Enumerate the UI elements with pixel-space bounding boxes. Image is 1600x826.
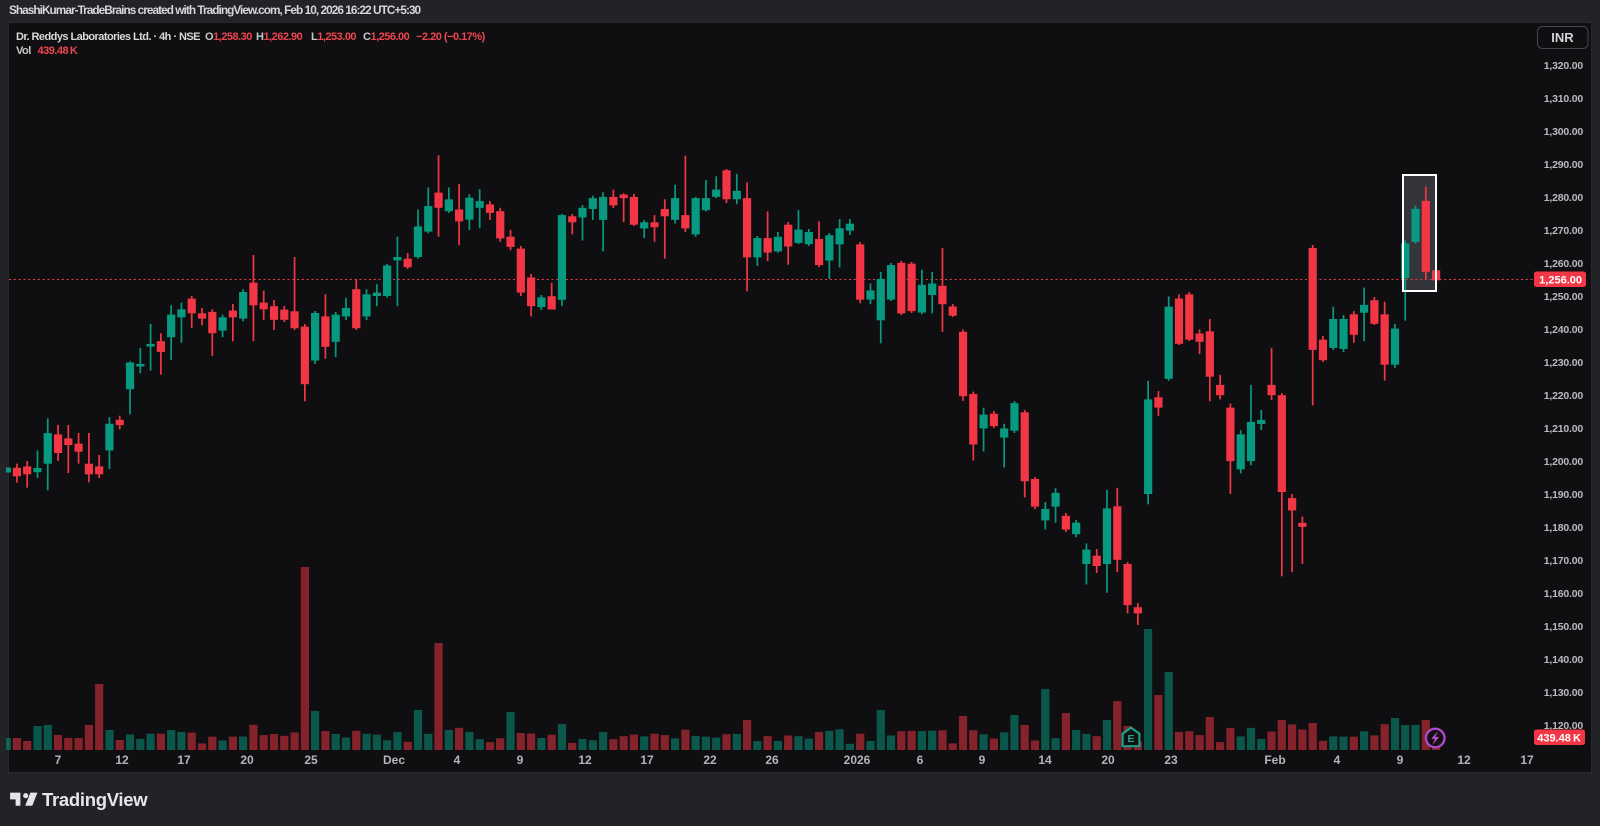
svg-text:INR: INR <box>1551 30 1574 45</box>
svg-text:9: 9 <box>979 753 986 767</box>
svg-text:1,240.00: 1,240.00 <box>1544 324 1584 336</box>
svg-text:Feb: Feb <box>1264 753 1285 767</box>
svg-text:C1,256.00: C1,256.00 <box>363 31 410 43</box>
svg-text:1,310.00: 1,310.00 <box>1544 93 1584 105</box>
svg-text:1,256.00: 1,256.00 <box>1539 274 1582 286</box>
svg-text:1,260.00: 1,260.00 <box>1544 258 1584 270</box>
svg-text:L1,253.00: L1,253.00 <box>311 31 356 43</box>
svg-text:−2.20 (−0.17%): −2.20 (−0.17%) <box>416 31 486 43</box>
svg-text:1,290.00: 1,290.00 <box>1544 159 1584 171</box>
svg-text:17: 17 <box>1520 753 1534 767</box>
svg-text:E: E <box>1127 733 1134 745</box>
svg-text:1,250.00: 1,250.00 <box>1544 291 1584 303</box>
svg-text:1,150.00: 1,150.00 <box>1544 621 1584 633</box>
svg-text:20: 20 <box>1101 753 1115 767</box>
svg-text:1,220.00: 1,220.00 <box>1544 390 1584 402</box>
svg-text:439.48 K: 439.48 K <box>1537 732 1581 744</box>
svg-text:1,180.00: 1,180.00 <box>1544 522 1584 534</box>
svg-text:9: 9 <box>517 753 524 767</box>
svg-text:12: 12 <box>1457 753 1471 767</box>
svg-text:12: 12 <box>578 753 592 767</box>
svg-text:17: 17 <box>640 753 654 767</box>
svg-text:22: 22 <box>703 753 717 767</box>
svg-text:1,320.00: 1,320.00 <box>1544 60 1584 72</box>
svg-text:26: 26 <box>765 753 779 767</box>
svg-text:1,170.00: 1,170.00 <box>1544 555 1584 567</box>
svg-text:1,120.00: 1,120.00 <box>1544 720 1584 732</box>
svg-text:25: 25 <box>304 753 318 767</box>
svg-text:439.48 K: 439.48 K <box>38 45 78 57</box>
svg-text:Dr. Reddys Laboratories Ltd. ·: Dr. Reddys Laboratories Ltd. · 4h · NSE <box>16 31 200 43</box>
svg-text:9: 9 <box>1397 753 1404 767</box>
svg-text:1,140.00: 1,140.00 <box>1544 654 1584 666</box>
svg-text:O1,258.30: O1,258.30 <box>205 31 252 43</box>
svg-text:7: 7 <box>55 753 62 767</box>
svg-text:H1,262.90: H1,262.90 <box>256 31 303 43</box>
svg-text:1,280.00: 1,280.00 <box>1544 192 1584 204</box>
svg-text:Dec: Dec <box>383 753 405 767</box>
svg-text:1,130.00: 1,130.00 <box>1544 687 1584 699</box>
svg-text:TradingView: TradingView <box>42 789 148 810</box>
svg-text:1,300.00: 1,300.00 <box>1544 126 1584 138</box>
svg-text:Vol: Vol <box>16 45 31 57</box>
svg-text:1,230.00: 1,230.00 <box>1544 357 1584 369</box>
svg-text:4: 4 <box>454 753 461 767</box>
svg-text:1,270.00: 1,270.00 <box>1544 225 1584 237</box>
svg-text:20: 20 <box>240 753 254 767</box>
svg-text:14: 14 <box>1038 753 1052 767</box>
svg-text:2026: 2026 <box>844 753 871 767</box>
svg-text:1,210.00: 1,210.00 <box>1544 423 1584 435</box>
svg-text:1,190.00: 1,190.00 <box>1544 489 1584 501</box>
svg-text:12: 12 <box>115 753 129 767</box>
svg-text:4: 4 <box>1334 753 1341 767</box>
svg-text:1,200.00: 1,200.00 <box>1544 456 1584 468</box>
svg-text:17: 17 <box>177 753 191 767</box>
svg-text:1,160.00: 1,160.00 <box>1544 588 1584 600</box>
svg-text:6: 6 <box>917 753 924 767</box>
svg-text:23: 23 <box>1164 753 1178 767</box>
